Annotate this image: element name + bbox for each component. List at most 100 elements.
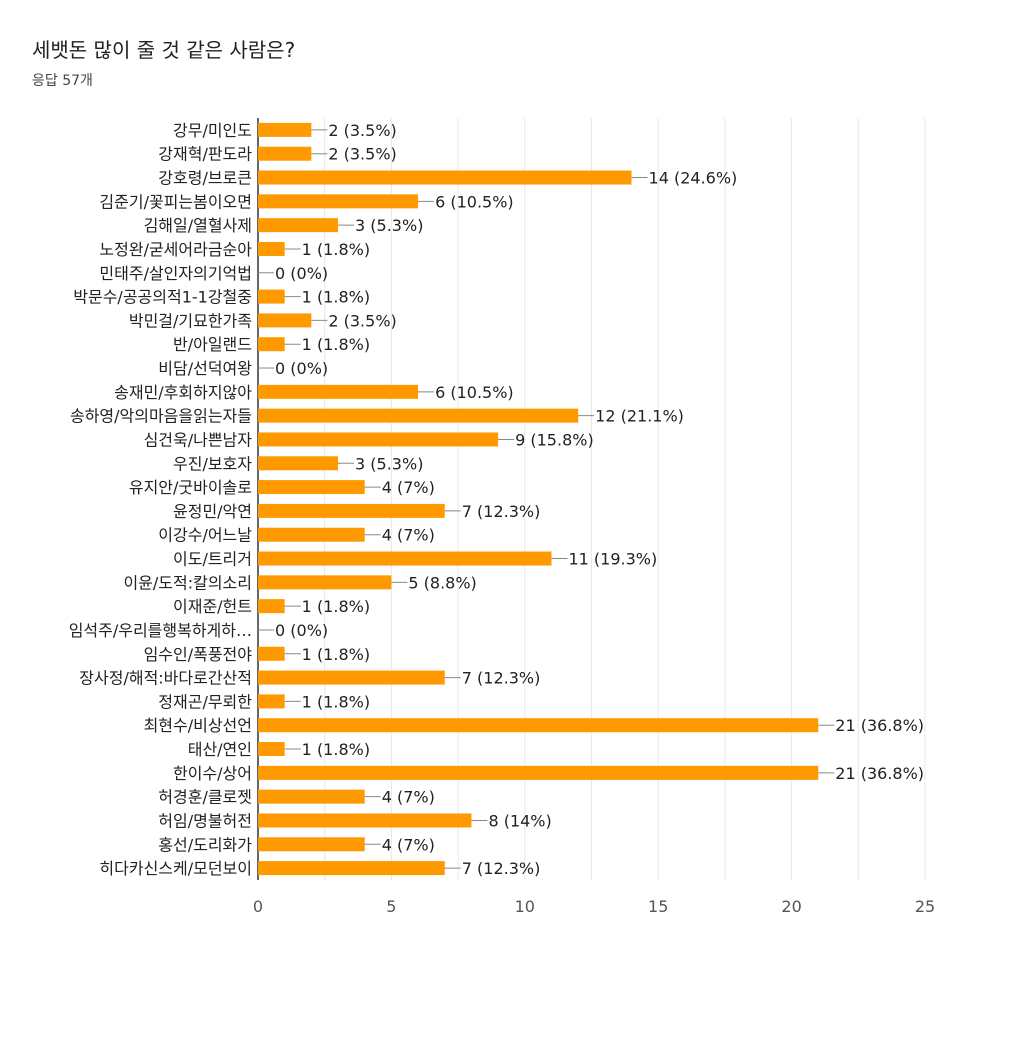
value-labels: 2 (3.5%) 2 (3.5%) 14 (24.6%) 6 (10.5%) 3 (5.… [258,121,924,878]
x-tick-label: 25 [915,897,935,916]
value-label: 4 (7%) [382,526,435,545]
bar [258,480,365,495]
value-label: 6 (10.5%) [435,192,514,211]
category-label: 반/아일랜드 [173,335,252,354]
category-label: 송재민/후회하지않아 [114,383,252,402]
chart-title: 세뱃돈 많이 줄 것 같은 사람은? [32,38,296,62]
category-label: 심건욱/나쁜남자 [144,430,253,449]
value-label: 1 (1.8%) [302,240,370,259]
response-count: 응답 57개 [32,73,93,89]
bar [258,384,419,399]
category-label: 유지안/굿바이솔로 [129,478,252,497]
bar [258,241,285,256]
bar [258,551,552,566]
x-tick-label: 0 [253,897,263,916]
category-label: 윤정민/악연 [173,502,252,521]
bar [258,789,365,804]
bar [258,146,312,161]
category-label: 강무/미인도 [173,121,252,140]
category-label: 비담/선덕여왕 [158,359,252,378]
category-label: 허임/명불허전 [158,811,252,830]
category-label: 임수인/폭풍전야 [144,645,253,664]
value-label: 21 (36.8%) [835,716,924,735]
value-label: 14 (24.6%) [649,169,738,188]
category-label: 허경훈/클로젯 [158,788,252,807]
bar [258,408,579,423]
value-label: 2 (3.5%) [328,121,396,140]
category-label: 이도/트리거 [173,550,252,569]
value-label: 12 (21.1%) [595,407,684,426]
value-label: 9 (15.8%) [515,430,594,449]
value-label: 2 (3.5%) [328,145,396,164]
bar [258,432,499,447]
bar [258,742,285,757]
x-tick-label: 10 [515,897,535,916]
value-label: 0 (0%) [275,621,328,640]
bar [258,599,285,614]
category-labels: 강무/미인도강재혁/판도라강호령/브로큰김준기/꽃피는봄이오면김해일/열혈사제노… [69,121,253,878]
value-label: 8 (14%) [488,811,551,830]
category-label: 장사정/해적:바다로간산적 [79,669,252,688]
bar [258,527,365,542]
value-label: 1 (1.8%) [302,645,370,664]
bar [258,718,819,733]
category-label: 우진/보호자 [173,454,252,473]
value-label: 1 (1.8%) [302,740,370,759]
category-label: 이재준/헌트 [173,597,252,616]
category-label: 홍선/도리화가 [158,835,252,854]
value-label: 0 (0%) [275,264,328,283]
bar [258,289,285,304]
value-label: 0 (0%) [275,359,328,378]
category-label: 이윤/도적:칼의소리 [123,573,252,592]
category-label: 정재곤/무뢰한 [158,692,252,711]
category-label: 노정완/굳세어라금순아 [99,240,252,259]
x-tick-label: 5 [386,897,396,916]
value-label: 1 (1.8%) [302,597,370,616]
x-tick-label: 20 [781,897,801,916]
value-label: 7 (12.3%) [462,502,541,521]
bar [258,503,445,518]
value-label: 4 (7%) [382,478,435,497]
category-label: 임석주/우리를행복하게하… [69,621,252,640]
value-label: 4 (7%) [382,788,435,807]
category-label: 민태주/살인자의기억법 [99,264,252,283]
bar [258,218,339,233]
bar [258,765,819,780]
bar [258,313,312,328]
category-label: 이강수/어느날 [158,526,252,545]
bar [258,694,285,709]
bar [258,575,392,590]
bar [258,813,472,828]
category-label: 박문수/공공의적1-1강철중 [73,288,252,307]
category-label: 송하영/악의마음을읽는자들 [70,407,252,426]
bar [258,670,445,685]
bar [258,122,312,137]
value-label: 4 (7%) [382,835,435,854]
bar [258,837,365,852]
category-label: 태산/연인 [188,740,252,759]
bars [258,122,819,876]
value-label: 3 (5.3%) [355,454,423,473]
category-label: 강재혁/판도라 [158,145,252,164]
category-label: 최현수/비상선언 [144,716,252,735]
bar [258,170,632,185]
value-label: 5 (8.8%) [408,573,476,592]
value-label: 3 (5.3%) [355,216,423,235]
bar [258,861,445,876]
category-label: 강호령/브로큰 [158,169,252,188]
x-axis-ticks: 0 5 10 15 20 25 [253,897,935,916]
value-label: 2 (3.5%) [328,311,396,330]
bar [258,646,285,661]
bar [258,194,419,209]
value-label: 1 (1.8%) [302,335,370,354]
category-label: 김준기/꽃피는봄이오면 [99,192,252,211]
category-label: 히다카신스케/모던보이 [99,859,252,878]
x-tick-label: 15 [648,897,668,916]
value-label: 21 (36.8%) [835,764,924,783]
value-label: 6 (10.5%) [435,383,514,402]
bar [258,337,285,352]
value-label: 7 (12.3%) [462,859,541,878]
category-label: 김해일/열혈사제 [144,216,252,235]
category-label: 박민걸/기묘한가족 [129,311,252,330]
